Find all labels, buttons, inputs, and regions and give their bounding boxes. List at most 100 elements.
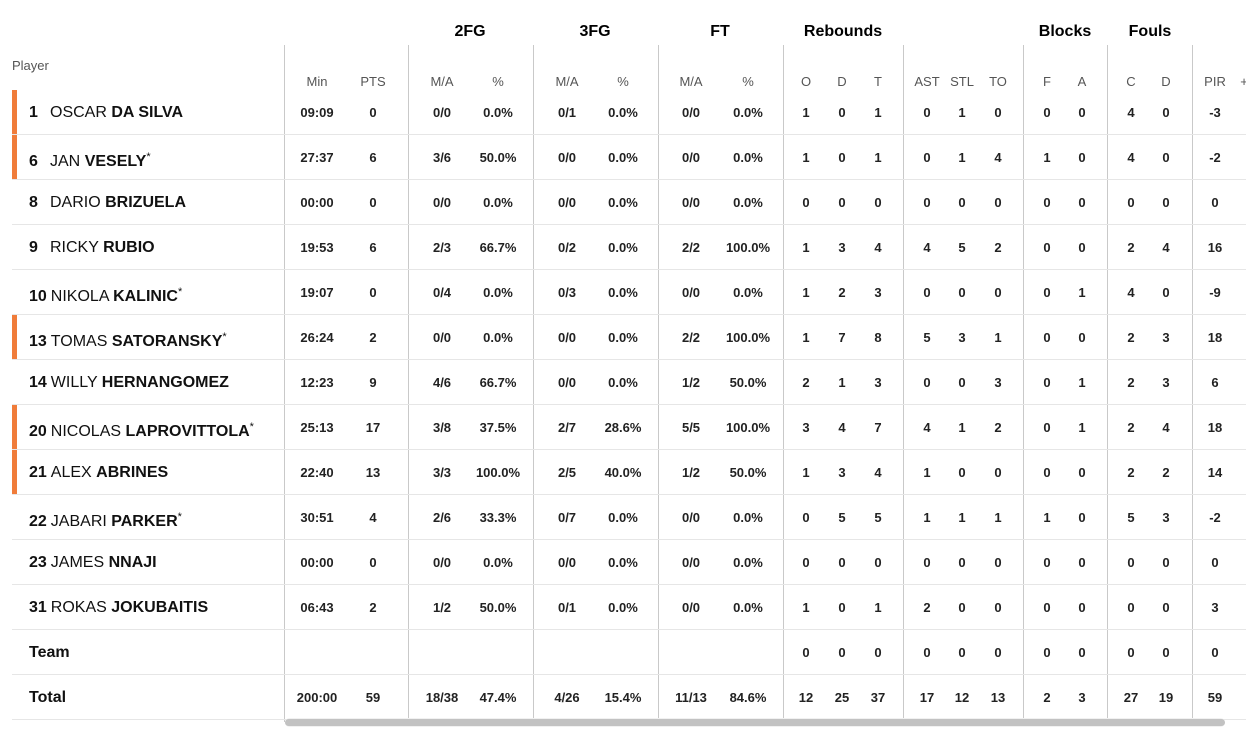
stat-ft_ma: 2/2 xyxy=(681,330,701,345)
stat-to: 13 xyxy=(990,690,1006,705)
stat-foul_d: 2 xyxy=(1162,465,1170,480)
row-divider xyxy=(12,539,1246,540)
stat-pts: 6 xyxy=(369,150,377,165)
table-row: 8 DARIO BRIZUELA 00:00 0 0/0 0.0% 0/0 0.0% 0/0 0.… xyxy=(12,180,1246,225)
stat-reb_o: 1 xyxy=(802,240,810,255)
row-divider xyxy=(12,584,1246,585)
stat-fg3_pct: 0.0% xyxy=(608,555,638,570)
player-name-link[interactable]: 31 ROKAS JOKUBAITIS xyxy=(29,585,208,630)
stat-reb_o: 1 xyxy=(802,150,810,165)
player-number: 10 xyxy=(29,288,47,305)
col-header-fg3_ma[interactable]: M/A xyxy=(555,74,579,89)
stat-foul_d: 19 xyxy=(1158,690,1174,705)
stat-fg3_pct: 0.0% xyxy=(608,330,638,345)
player-name-link[interactable]: 8 DARIO BRIZUELA xyxy=(29,180,186,225)
column-divider xyxy=(903,45,904,722)
col-header-stl[interactable]: STL xyxy=(950,74,974,89)
stat-reb_o: 1 xyxy=(802,105,810,120)
col-header-min[interactable]: Min xyxy=(306,74,328,89)
stat-pir: 18 xyxy=(1207,420,1223,435)
team-row: Team 0 0 0 0 0 0 0 0 0 0 0 xyxy=(12,630,1246,675)
stat-fg2_ma: 4/6 xyxy=(432,375,452,390)
col-header-blk_a[interactable]: A xyxy=(1077,74,1087,89)
col-header-foul_d[interactable]: D xyxy=(1161,74,1171,89)
col-header-pts[interactable]: PTS xyxy=(360,74,386,89)
player-name-link[interactable]: 23 JAMES NNAJI xyxy=(29,540,157,585)
col-header-pir[interactable]: PIR xyxy=(1204,74,1226,89)
col-header-foul_c[interactable]: C xyxy=(1126,74,1136,89)
stat-blk_f: 1 xyxy=(1043,150,1051,165)
col-header-plus[interactable]: + xyxy=(1240,74,1246,89)
player-name-link[interactable]: 22 JABARI PARKER* xyxy=(29,495,182,540)
stat-reb_o: 2 xyxy=(802,375,810,390)
player-name-link[interactable]: 13 TOMAS SATORANSKY* xyxy=(29,315,227,360)
stat-fg3_ma: 2/5 xyxy=(557,465,577,480)
stat-reb_t: 0 xyxy=(874,555,882,570)
col-header-ft_ma[interactable]: M/A xyxy=(679,74,703,89)
stat-blk_a: 1 xyxy=(1078,375,1086,390)
stat-blk_a: 3 xyxy=(1078,690,1086,705)
stat-fg3_ma: 0/0 xyxy=(557,555,577,570)
row-divider xyxy=(12,134,1246,135)
stat-min: 200:00 xyxy=(296,690,338,705)
stat-ast: 4 xyxy=(923,420,931,435)
player-number: 8 xyxy=(29,194,38,211)
stat-ft_pct: 0.0% xyxy=(733,195,763,210)
table-row: 20 NICOLAS LAPROVITTOLA* 25:13 17 3/8 37.5% 2/… xyxy=(12,405,1246,450)
group-fouls: Fouls xyxy=(1128,23,1172,40)
stat-ast: 5 xyxy=(923,330,931,345)
player-name-link[interactable]: 10 NIKOLA KALINIC* xyxy=(29,270,182,315)
stat-fg2_pct: 0.0% xyxy=(483,555,513,570)
player-name-link[interactable]: 9 RICKY RUBIO xyxy=(29,225,155,270)
col-header-ft_pct[interactable]: % xyxy=(742,74,754,89)
column-divider xyxy=(1192,45,1193,722)
col-header-fg2_ma[interactable]: M/A xyxy=(430,74,454,89)
total-row: Total 200:00 59 18/38 47.4% 4/26 15.4% 11/13 84.… xyxy=(12,675,1246,720)
col-header-ast[interactable]: AST xyxy=(914,74,940,89)
stat-blk_f: 0 xyxy=(1043,465,1051,480)
player-name-link[interactable]: 6 JAN VESELY* xyxy=(29,135,151,180)
col-header-fg3_pct[interactable]: % xyxy=(617,74,629,89)
player-name-link[interactable]: 1 OSCAR DA SILVA xyxy=(29,90,183,135)
stat-foul_c: 0 xyxy=(1127,600,1135,615)
stat-fg2_pct: 33.3% xyxy=(479,510,517,525)
stat-stl: 0 xyxy=(958,375,966,390)
table-row: 10 NIKOLA KALINIC* 19:07 0 0/4 0.0% 0/3 0.0% 0/0… xyxy=(12,270,1246,315)
player-number: 20 xyxy=(29,423,47,440)
col-header-reb_o[interactable]: O xyxy=(800,74,812,89)
stat-ft_ma: 11/13 xyxy=(675,690,707,705)
stat-reb_d: 5 xyxy=(838,510,846,525)
stat-min: 12:23 xyxy=(300,375,334,390)
stat-stl: 1 xyxy=(958,105,966,120)
stat-pir: -9 xyxy=(1209,285,1221,300)
stat-blk_f: 0 xyxy=(1043,330,1051,345)
group-2fg: 2FG xyxy=(454,23,486,40)
stat-blk_a: 0 xyxy=(1078,645,1086,660)
stat-min: 09:09 xyxy=(300,105,334,120)
starter-indicator xyxy=(12,450,17,495)
stat-reb_t: 3 xyxy=(874,375,882,390)
stat-ast: 1 xyxy=(923,465,931,480)
player-first-name: JABARI xyxy=(50,513,107,530)
player-name-link[interactable]: 21 ALEX ABRINES xyxy=(29,450,168,495)
scrollbar-thumb[interactable] xyxy=(285,719,1225,726)
player-name-link[interactable]: 14 WILLY HERNANGOMEZ xyxy=(29,360,229,405)
col-header-blk_f[interactable]: F xyxy=(1043,74,1051,89)
row-divider xyxy=(12,674,1246,675)
stat-pts: 0 xyxy=(369,195,377,210)
stat-blk_a: 0 xyxy=(1078,240,1086,255)
col-header-reb_t[interactable]: T xyxy=(874,74,882,89)
stat-fg3_pct: 0.0% xyxy=(608,600,638,615)
col-header-reb_d[interactable]: D xyxy=(837,74,847,89)
stat-foul_c: 4 xyxy=(1127,150,1135,165)
col-header-to[interactable]: TO xyxy=(989,74,1007,89)
stat-fg2_ma: 18/38 xyxy=(425,690,459,705)
table-row: 1 OSCAR DA SILVA 09:09 0 0/0 0.0% 0/1 0.0% 0/0 0.… xyxy=(12,90,1246,135)
stat-fg2_ma: 1/2 xyxy=(432,600,452,615)
stat-ast: 0 xyxy=(923,555,931,570)
column-divider xyxy=(408,45,409,722)
player-first-name: DARIO xyxy=(50,194,101,211)
col-header-fg2_pct[interactable]: % xyxy=(492,74,504,89)
player-name-link[interactable]: 20 NICOLAS LAPROVITTOLA* xyxy=(29,405,254,450)
stat-fg3_pct: 0.0% xyxy=(608,105,638,120)
